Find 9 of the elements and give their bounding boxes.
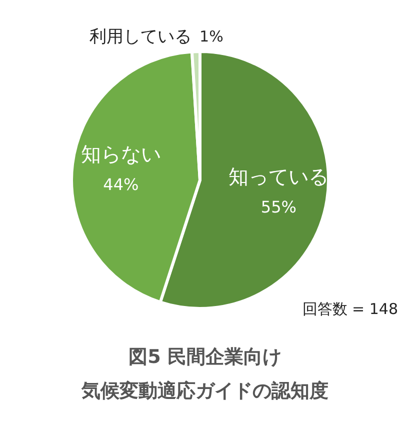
slice-label: 利用している [90,26,192,47]
text: 回答数 = 148 [302,300,398,319]
text: 図5 民間企業向け [128,345,282,370]
slice-label: 知らない [80,142,161,166]
text: 気候変動適応ガイドの認知度 [80,379,330,404]
slice-label: 知っている [228,164,329,189]
data-label: 55% [260,198,296,217]
data-label: 1% [200,27,224,46]
data-label: 44% [103,175,139,194]
